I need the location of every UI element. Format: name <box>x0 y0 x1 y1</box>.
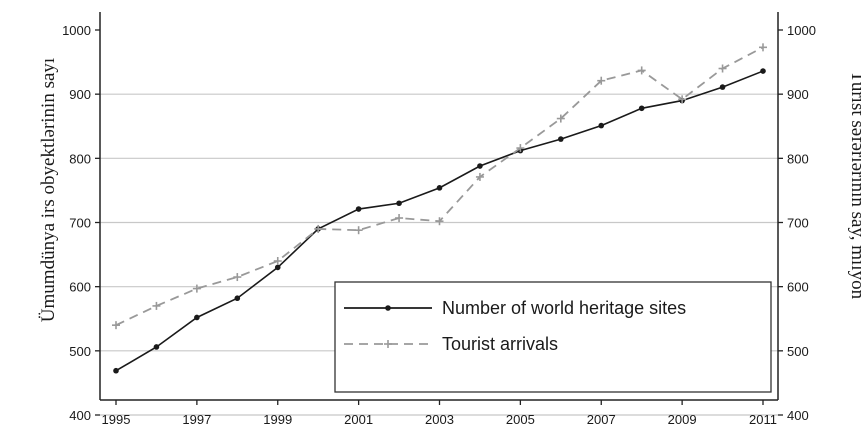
legend-label-1: Tourist arrivals <box>442 334 558 354</box>
y2-tick-label: 600 <box>787 280 809 295</box>
series-0-point <box>477 163 483 169</box>
x-tick-label: 1997 <box>182 412 211 427</box>
y2-tick-label: 400 <box>787 408 809 423</box>
series-0-point <box>234 295 241 302</box>
y-tick-label: 500 <box>69 344 91 359</box>
series-0-point <box>436 185 443 191</box>
x-tick-label: 2011 <box>749 412 777 427</box>
y-tick-label: 900 <box>69 87 91 102</box>
y-tick-label: 700 <box>69 216 91 231</box>
y-axis-title: Ümumdünya irs obyektlərinin sayı <box>38 58 59 322</box>
y-axis-ticks: 400 500 600 700 800 900 1000 <box>62 23 100 423</box>
series-0-point <box>355 206 362 212</box>
y-tick-label: 400 <box>69 408 91 423</box>
legend-box <box>334 281 772 393</box>
y2-tick-label: 700 <box>787 216 809 231</box>
y-tick-label: 600 <box>69 280 91 295</box>
legend-label-0: Number of world heritage sites <box>442 298 686 318</box>
y-tick-label: 800 <box>69 151 91 166</box>
y2-axis-title: Turist səfərlərinin say, milyon <box>847 71 861 300</box>
y2-tick-label: 800 <box>787 151 809 166</box>
series-group <box>112 43 767 374</box>
x-tick-label: 2003 <box>425 412 454 427</box>
y2-tick-label: 1000 <box>787 23 816 38</box>
y2-tick-label: 900 <box>787 87 809 102</box>
series-0-point <box>274 264 281 271</box>
legend: Number of world heritage sites Tourist ar… <box>334 281 772 393</box>
series-0-point <box>194 314 200 321</box>
x-tick-label: 2009 <box>668 412 697 427</box>
y-tick-label: 1000 <box>62 23 91 38</box>
series-0-point <box>396 200 402 207</box>
x-tick-label: 2007 <box>587 412 616 427</box>
y2-tick-label: 500 <box>787 344 809 359</box>
x-axis-ticks: 1995 1997 1999 2001 2003 2005 2007 2009 2011 <box>102 400 777 427</box>
series-0-point <box>719 84 726 90</box>
series-0-point <box>760 68 766 74</box>
series-0-point <box>638 105 645 112</box>
x-tick-label: 1999 <box>263 412 292 427</box>
x-tick-label: 2005 <box>506 412 535 427</box>
legend-marker-0 <box>385 305 391 311</box>
series-0-point <box>558 136 564 142</box>
series-0-point <box>598 122 605 129</box>
series-0-point <box>113 367 119 374</box>
x-tick-label: 2001 <box>344 412 373 427</box>
series-0-point <box>153 344 160 350</box>
x-tick-label: 1995 <box>102 412 131 427</box>
y2-axis-ticks: 400 500 600 700 800 900 1000 <box>778 23 816 423</box>
